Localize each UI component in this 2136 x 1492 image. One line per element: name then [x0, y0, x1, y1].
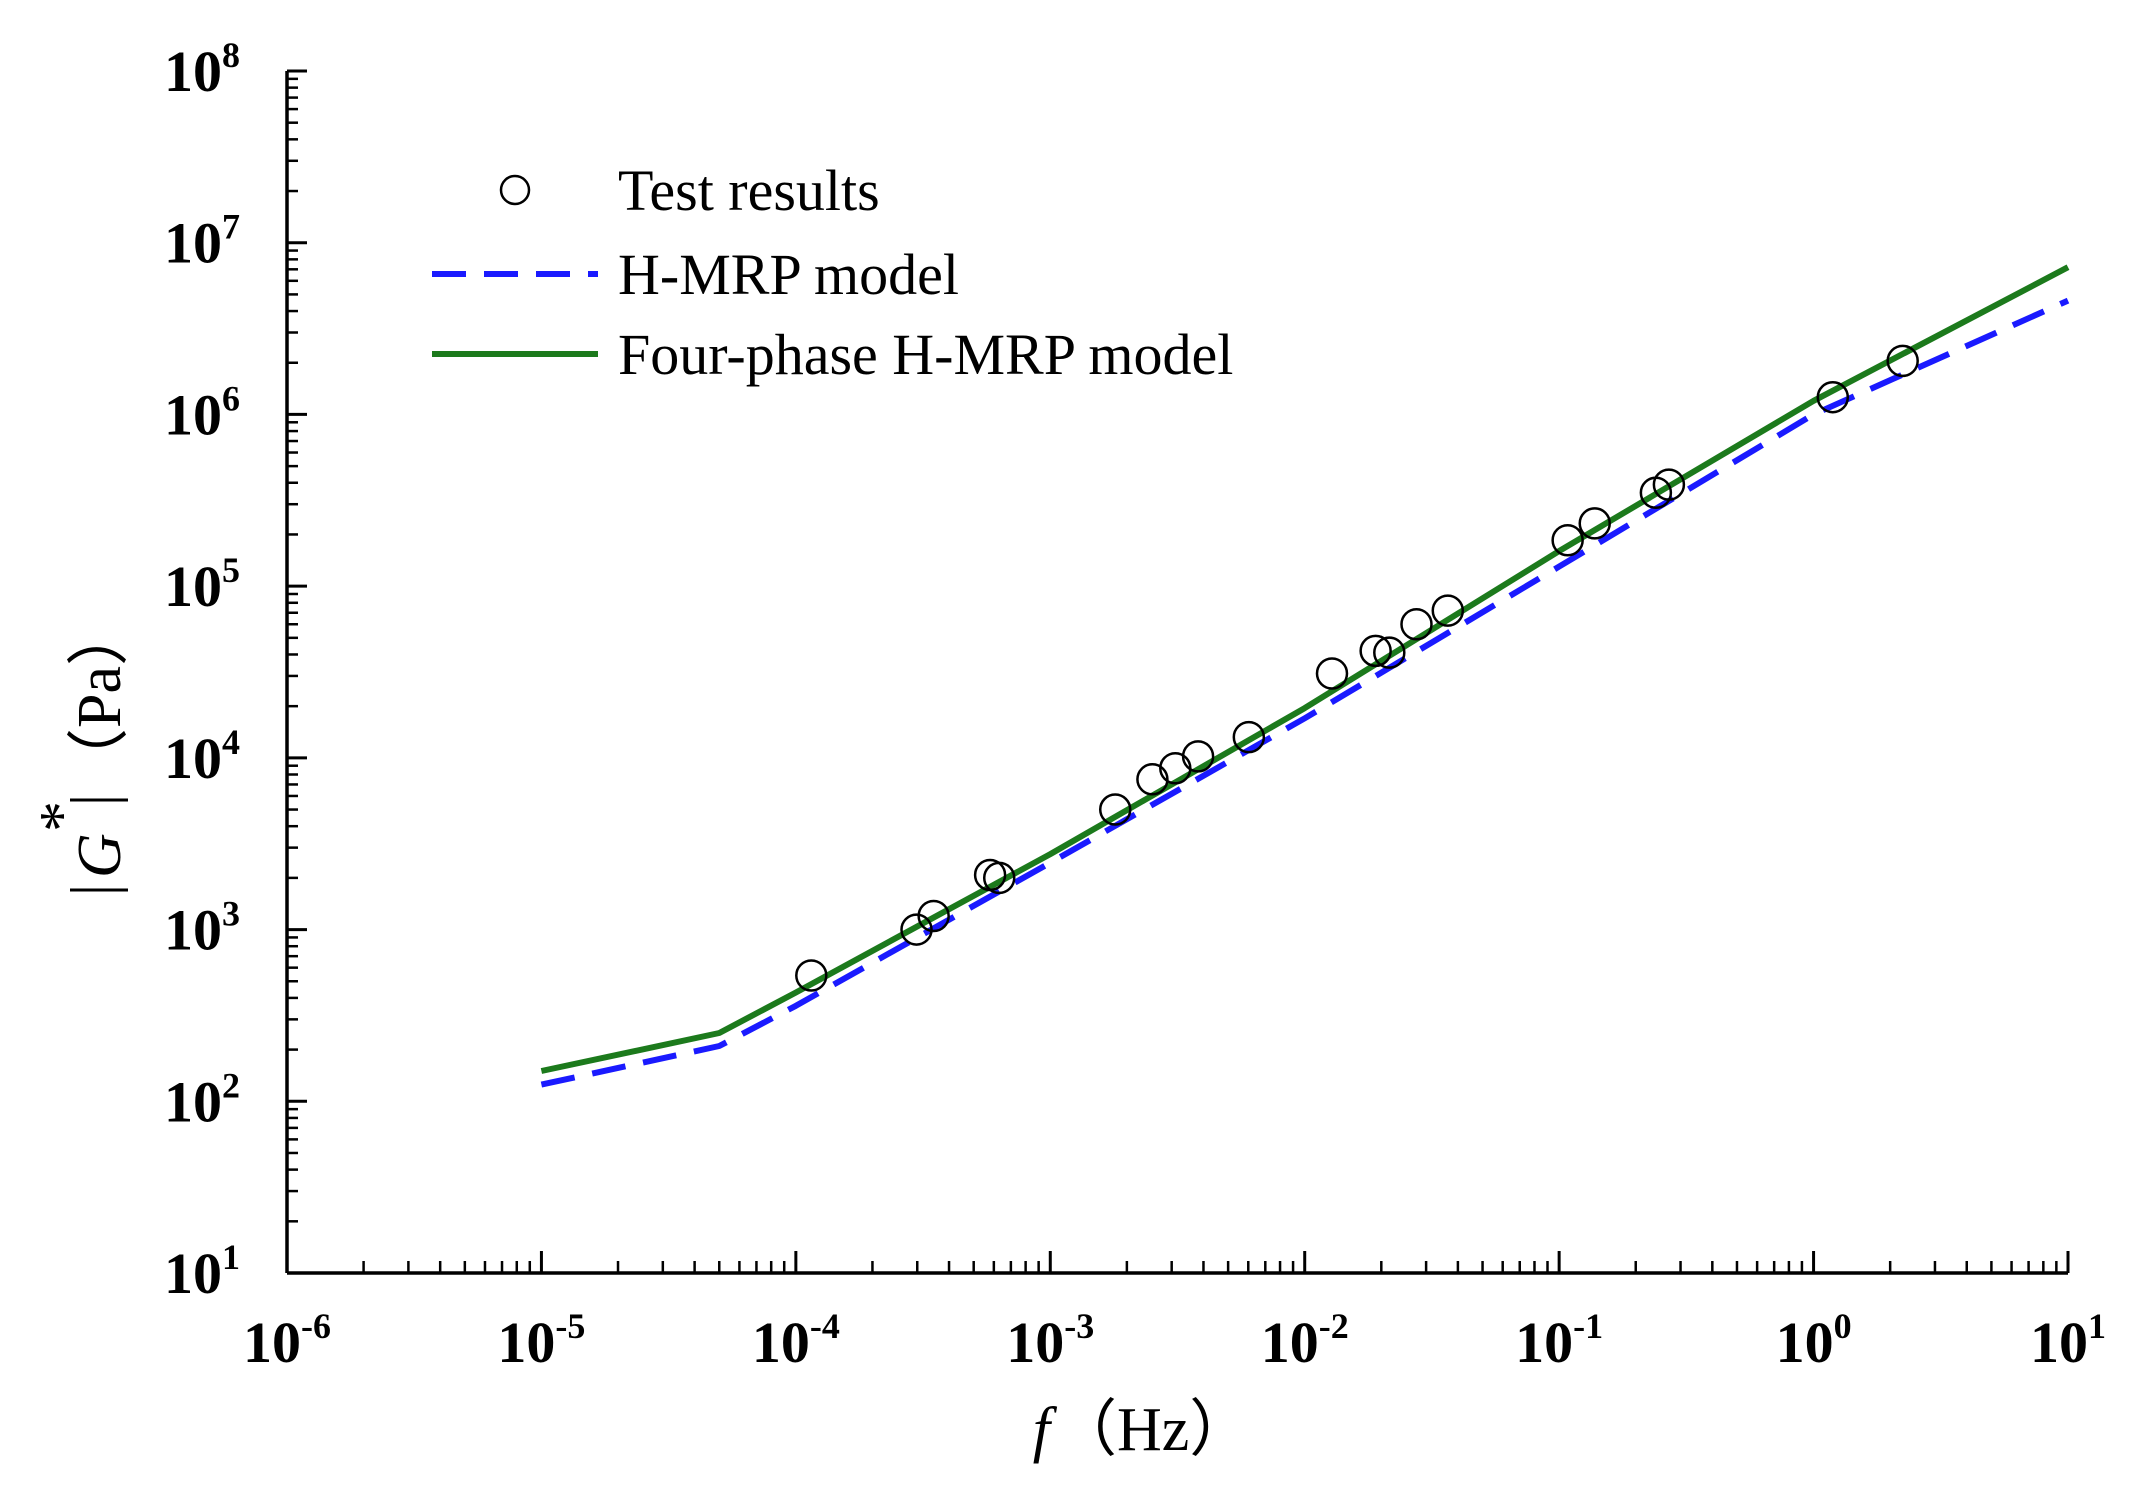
- data-point: [1098, 793, 1132, 826]
- y-tick-exponent: 5: [222, 550, 240, 590]
- y-tick-label: 108: [164, 35, 240, 104]
- x-tick-exponent: -3: [1064, 1306, 1094, 1346]
- x-tick-base: 10: [2030, 1310, 2088, 1375]
- y-tick-exponent: 2: [222, 1065, 240, 1105]
- data-point: [982, 861, 1016, 895]
- data-point: [917, 899, 950, 933]
- data-point: [1886, 344, 1919, 378]
- data-point: [1232, 720, 1266, 754]
- y-tick-base: 10: [164, 554, 222, 619]
- x-tick-base: 10: [243, 1310, 301, 1375]
- x-tick-label: 10-6: [243, 1306, 331, 1375]
- x-axis-title: f （Hz）: [1033, 1396, 1252, 1464]
- data-point: [1400, 607, 1433, 641]
- y-tick-label: 102: [164, 1065, 240, 1134]
- data-point: [1578, 507, 1611, 540]
- x-tick-exponent: -4: [810, 1306, 840, 1346]
- y-tick-label: 106: [164, 378, 240, 447]
- x-axis-unit: （Hz）: [1055, 1396, 1251, 1464]
- y-axis-var: G: [66, 833, 134, 878]
- y-tick-base: 10: [164, 1069, 222, 1134]
- y-axis-unit: （Pa）: [66, 604, 134, 790]
- x-tick-label: 10-3: [1006, 1306, 1094, 1375]
- data-point: [1136, 763, 1169, 796]
- data-point: [795, 959, 828, 992]
- x-tick-base: 10: [1261, 1310, 1319, 1375]
- data-point: [1315, 657, 1349, 690]
- x-tick-exponent: -5: [555, 1306, 585, 1346]
- y-tick-exponent: 6: [222, 378, 240, 418]
- legend-label-four-phase: Four-phase H-MRP model: [618, 322, 1233, 387]
- x-tick-exponent: -6: [301, 1306, 331, 1346]
- x-tick-label: 101: [2030, 1306, 2106, 1375]
- data-point: [1431, 594, 1465, 627]
- legend-label-h-mrp: H-MRP model: [618, 242, 959, 307]
- legend-marker-test-results: [499, 174, 531, 206]
- y-tick-base: 10: [164, 382, 222, 447]
- y-tick-base: 10: [164, 726, 222, 791]
- x-tick-label: 10-5: [497, 1306, 585, 1375]
- series-line-four-phase-h-mrp-model: [540, 264, 2070, 1074]
- legend-label-test-results: Test results: [618, 158, 880, 223]
- data-point: [1373, 636, 1406, 669]
- x-tick-base: 10: [752, 1310, 810, 1375]
- y-tick-base: 10: [164, 39, 222, 104]
- y-tick-exponent: 7: [222, 207, 240, 247]
- x-tick-base: 10: [497, 1310, 555, 1375]
- data-point: [1551, 524, 1584, 557]
- axes-frame: [285, 71, 2068, 1275]
- data-point: [1181, 740, 1215, 773]
- y-tick-exponent: 8: [222, 35, 240, 75]
- y-tick-label: 101: [164, 1237, 240, 1306]
- y-tick-exponent: 1: [222, 1237, 240, 1277]
- data-point: [900, 913, 933, 946]
- x-tick-base: 10: [1776, 1310, 1834, 1375]
- legend: Test results H-MRP model Four-phase H-MR…: [432, 158, 1233, 387]
- x-tick-label: 10-4: [752, 1306, 840, 1375]
- x-tick-exponent: -2: [1319, 1306, 1349, 1346]
- data-point: [1359, 634, 1392, 668]
- y-tick-label: 104: [164, 722, 240, 791]
- y-tick-base: 10: [164, 1241, 222, 1306]
- y-tick-label: 103: [164, 894, 240, 963]
- y-tick-exponent: 3: [222, 894, 240, 934]
- y-tick-base: 10: [164, 211, 222, 276]
- plot-area: [540, 264, 2070, 1088]
- y-tick-base: 10: [164, 898, 222, 963]
- series-line-h-mrp-model: [540, 297, 2070, 1088]
- y-axis-sup: *: [28, 801, 96, 832]
- data-point: [1652, 468, 1686, 501]
- x-tick-label: 10-1: [1515, 1306, 1603, 1375]
- x-tick-base: 10: [1515, 1310, 1573, 1375]
- x-tick-base: 10: [1006, 1310, 1064, 1375]
- x-tick-exponent: 1: [2088, 1306, 2106, 1346]
- y-tick-label: 105: [164, 550, 240, 619]
- y-axis-title: G * （Pa）: [28, 604, 134, 892]
- y-tick-label: 107: [164, 207, 240, 276]
- x-axis-ticks: 10-6 10-5 10-4 10-3 10-2 10-1 100 101: [243, 1251, 2106, 1375]
- y-tick-exponent: 4: [222, 722, 240, 762]
- x-tick-exponent: -1: [1573, 1306, 1603, 1346]
- x-tick-exponent: 0: [1834, 1306, 1852, 1346]
- x-tick-label: 10-2: [1261, 1306, 1349, 1375]
- data-point: [1159, 751, 1192, 785]
- data-point: [1816, 380, 1850, 414]
- x-tick-label: 100: [1776, 1306, 1852, 1375]
